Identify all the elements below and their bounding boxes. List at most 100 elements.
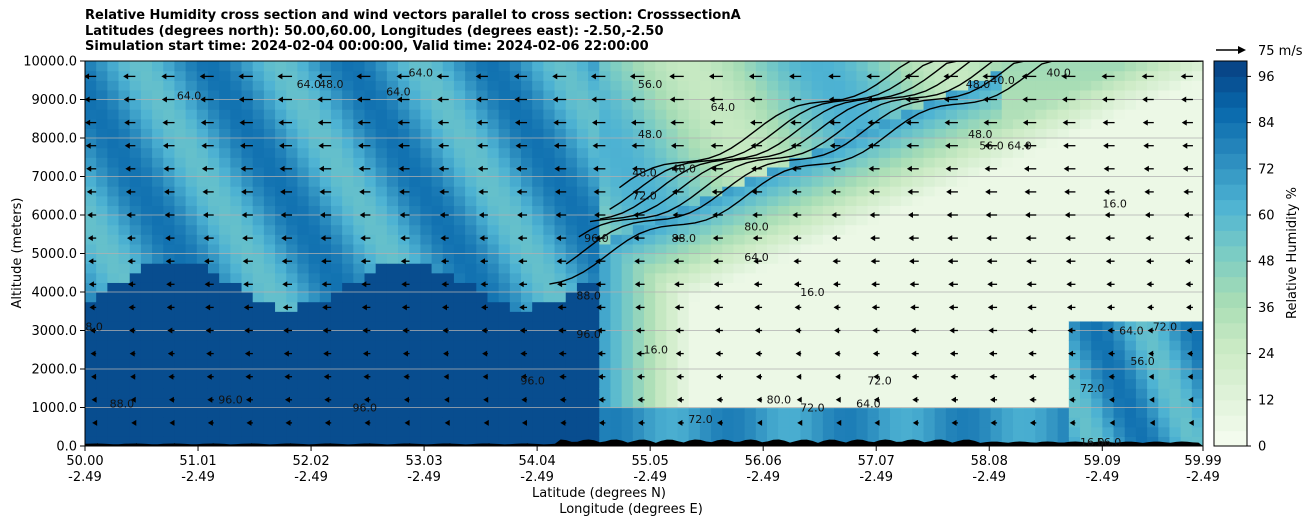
wind-vector [1185,281,1191,288]
wind-vector [830,188,836,195]
wind-vector [167,327,173,334]
contour-label: 64.0 [386,86,411,99]
wind-vector [442,304,448,311]
wind-vector [241,188,247,195]
wind-vector [1186,327,1192,334]
wind-vector [164,212,170,218]
wind-vector [676,373,682,380]
wind-vector [201,142,207,149]
wind-vector [1104,212,1110,218]
wind-vector [945,165,951,172]
contour-line [549,61,1199,285]
contour-label: 40.0 [671,163,696,176]
wind-vector [675,327,681,334]
wind-vector [402,350,408,357]
wind-vector [1105,258,1111,265]
contour-label: 96.0 [218,394,243,407]
colorbar-band [1214,61,1247,77]
wind-vector [359,188,365,195]
wind-vector [1101,73,1107,80]
wind-vector [482,373,488,380]
wind-vector [203,235,209,242]
wind-vector [754,327,760,334]
wind-vector [1184,235,1190,242]
wind-vector [476,96,482,103]
wind-vector [632,165,638,172]
wind-vector [244,327,250,334]
wind-vector [1145,235,1151,242]
colorbar-label: Relative Humidity % [1285,187,1300,319]
wind-vector [1025,235,1031,242]
wind-vector [713,258,719,265]
wind-vector [1021,73,1027,80]
colorbar-band [1214,138,1247,154]
wind-vector [710,119,716,126]
contour-line [578,61,1195,238]
quiver-key-arrowhead [1238,46,1246,54]
wind-vector [517,212,523,218]
wind-vector [637,396,643,403]
wind-vector [635,304,641,311]
wind-vector [1061,73,1067,80]
wind-vector [324,419,330,426]
wind-vector [594,212,600,218]
colorbar-band [1214,91,1247,108]
wind-vector [1181,119,1187,126]
wind-vector [320,235,326,242]
wind-vector [790,142,796,149]
wind-vector [443,373,449,380]
wind-vector [89,304,95,311]
contour-label: 64.0 [856,398,881,411]
y-tick-label: 1000.0 [32,401,78,416]
wind-vector [908,235,914,242]
x-tick-label-lat: 52.02 [292,454,329,469]
wind-vector [280,188,286,195]
y-tick-label: 4000.0 [32,286,78,301]
wind-vector [1109,419,1115,426]
wind-vector [204,258,210,265]
wind-vector [949,327,955,334]
wind-vector [596,327,602,334]
wind-vector [131,419,137,426]
wind-vector [912,419,918,426]
wind-vector [166,304,172,311]
wind-vector [1063,142,1069,149]
colorbar-band [1214,353,1247,370]
wind-vector [1104,188,1110,195]
contour-label: 48.0 [968,128,993,141]
wind-vector [364,419,370,426]
wind-vector [670,142,676,149]
wind-vector [1143,165,1149,172]
wind-vector [516,165,522,172]
wind-vector [1065,235,1071,242]
wind-vector [440,235,446,242]
wind-vector [552,73,558,80]
wind-vector [757,419,763,426]
colorbar-band [1214,338,1247,355]
wind-vector [519,304,525,311]
contour-label: 56.0 [638,78,663,91]
wind-vector [752,235,758,242]
colorbar-band [1214,292,1247,308]
wind-vector [284,396,290,403]
wind-vector [282,304,288,311]
wind-vector [673,258,679,265]
wind-vector [1143,142,1149,149]
wind-vector [635,327,641,334]
contour-label: 96.0 [584,232,609,245]
wind-vector [479,235,485,242]
contour-label: 88.0 [78,321,103,334]
wind-vector [669,96,675,103]
wind-vector [1062,96,1068,103]
wind-vector [1106,281,1112,288]
wind-vector [400,235,406,242]
contour-label: 64.0 [1119,324,1144,337]
wind-vector [1105,235,1111,242]
wind-vector [399,188,405,195]
wind-vector [90,350,96,357]
wind-vector [397,119,403,126]
wind-vector [1144,212,1150,218]
wind-vector [750,119,756,126]
wind-vector [749,96,755,103]
wind-vector [168,396,174,403]
